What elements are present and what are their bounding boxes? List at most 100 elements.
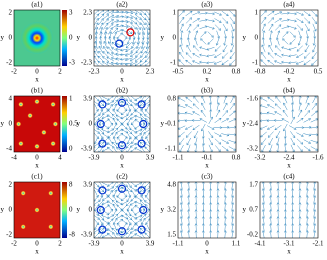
arrow: [288, 19, 298, 23]
y-tick-label: 0: [9, 206, 13, 214]
x-axis-label: x: [287, 162, 291, 170]
arrow: [98, 194, 104, 203]
axes-frame: [13, 181, 61, 239]
arrow: [230, 37, 234, 46]
arrow: [119, 48, 129, 52]
arrow: [202, 137, 205, 146]
arrow: [94, 22, 99, 31]
arrow: [106, 200, 114, 206]
colorbar: [62, 96, 67, 152]
arrow: [216, 188, 220, 197]
arrow: [214, 18, 222, 23]
y-tick-label: 1.7: [249, 181, 258, 189]
vortex-marker: [98, 186, 107, 195]
arrow: [179, 230, 183, 238]
arrow: [275, 96, 281, 103]
panel-label: (a3): [201, 1, 213, 9]
axes-frame: [177, 95, 237, 153]
x-tick-label: -1.6: [312, 154, 324, 162]
arrow: [178, 111, 186, 115]
y-axis-label: y: [77, 34, 81, 42]
arrow: [126, 194, 132, 203]
arrow: [282, 109, 288, 117]
arrow: [303, 59, 311, 66]
arrow: [296, 138, 304, 145]
arrow: [185, 59, 193, 66]
x-tick-label: -4.1: [254, 240, 266, 248]
arrow: [131, 222, 136, 231]
arrow: [310, 125, 318, 129]
arrow: [94, 35, 98, 45]
arrow: [144, 146, 150, 152]
arrow: [209, 202, 213, 211]
arrow: [266, 111, 275, 115]
y-tick-label: -3.9: [81, 145, 93, 153]
arrow: [194, 195, 198, 204]
arrow: [125, 47, 133, 52]
arrow: [126, 36, 131, 45]
arrow: [185, 10, 193, 17]
arrow: [121, 104, 127, 112]
arrow: [303, 139, 312, 144]
arrow: [209, 195, 213, 204]
arrow: [95, 26, 99, 35]
arrow: [221, 145, 229, 152]
arrow: [145, 103, 150, 112]
arrow: [179, 37, 183, 46]
arrow: [291, 102, 294, 111]
arrow: [216, 96, 220, 104]
arrow: [221, 59, 229, 66]
x-tick-label: 0: [35, 240, 39, 248]
x-tick-label: 0.2: [203, 68, 212, 76]
arrow: [298, 230, 302, 238]
field-bg: [260, 10, 318, 66]
arrow: [180, 30, 184, 39]
field-bg: [94, 10, 150, 66]
field-bg: [260, 182, 318, 238]
arrow: [261, 230, 265, 238]
y-tick-label: -0.2: [247, 231, 259, 239]
arrow: [214, 53, 222, 58]
arrow: [262, 30, 266, 39]
vortex-marker: [137, 186, 146, 195]
arrow: [97, 55, 105, 63]
arrow: [206, 54, 215, 58]
arrow: [135, 18, 142, 25]
arrow: [214, 117, 222, 124]
arrow: [111, 227, 118, 235]
arrow: [111, 141, 118, 149]
y-tick-label: -1.6: [247, 95, 259, 103]
arrow: [209, 182, 213, 190]
y-axis-label: y: [1, 206, 5, 214]
arrow: [291, 223, 295, 232]
panel: (a4) -0.8 -0.2 0.5 1 0 -1 x y: [243, 1, 323, 84]
x-axis-label: x: [205, 76, 209, 84]
arrow: [136, 27, 141, 36]
arrow: [281, 118, 290, 123]
arrow: [124, 52, 133, 57]
arrow: [112, 99, 119, 107]
arrow: [97, 200, 105, 207]
arrow: [134, 196, 142, 201]
arrow: [201, 182, 205, 190]
y-tick-label: 0: [255, 34, 259, 42]
y-tick-label: -2: [6, 59, 12, 67]
arrow: [178, 131, 185, 138]
x-tick-label: -1.1: [172, 240, 184, 248]
panel-content: [14, 10, 60, 66]
arrow: [206, 125, 215, 130]
colorbar-tick-label: -8: [69, 231, 75, 239]
arrow: [216, 223, 220, 232]
axes-frame: [13, 95, 61, 153]
y-tick-label: -4: [6, 145, 12, 153]
arrow: [141, 122, 146, 131]
x-tick-label: -3.1: [283, 240, 295, 248]
x-axis-label: x: [287, 76, 291, 84]
x-tick-label: -2: [11, 68, 17, 76]
arrow: [103, 40, 108, 49]
arrow: [291, 209, 295, 218]
arrow: [312, 23, 317, 32]
arrow: [192, 45, 200, 52]
arrow: [94, 60, 100, 66]
arrow: [94, 222, 99, 231]
